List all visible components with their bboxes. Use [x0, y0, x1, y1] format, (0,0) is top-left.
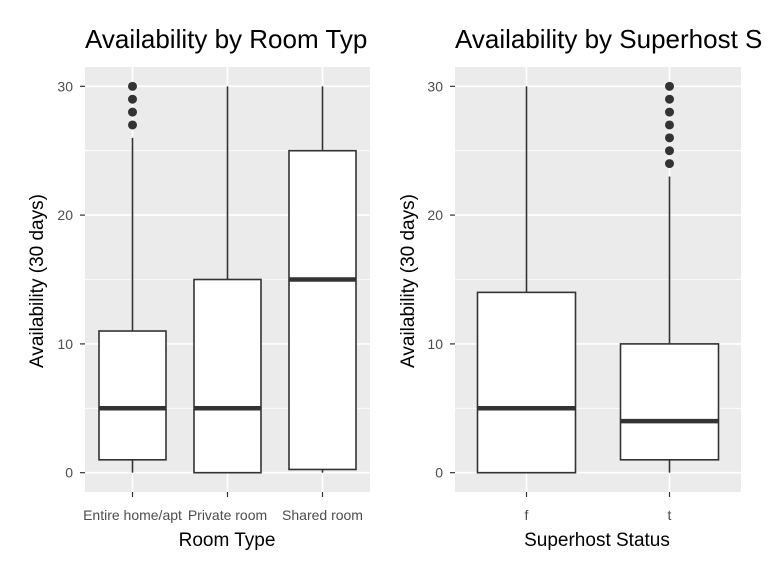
y-tick-label: 10	[57, 336, 73, 352]
outlier-point	[128, 94, 137, 104]
interquartile-box	[476, 291, 577, 474]
outlier-point	[665, 133, 674, 143]
box-entire-home-apt	[98, 81, 167, 473]
outlier-point	[665, 120, 674, 130]
outlier-point	[128, 107, 137, 117]
room-type-y-axis: 0 10 20 30	[57, 78, 85, 481]
x-tick-label: t	[668, 507, 672, 523]
x-tick-label: Entire home/apt	[83, 507, 182, 523]
box-shared-room	[288, 86, 357, 473]
x-tick-label: f	[525, 507, 529, 523]
room-type-boxes	[98, 81, 357, 474]
box-f	[476, 86, 577, 474]
box-t	[619, 81, 720, 473]
outlier-point	[665, 146, 674, 156]
x-tick-label: Shared room	[282, 507, 363, 523]
y-tick-label: 20	[427, 207, 443, 223]
y-tick-label: 10	[427, 336, 443, 352]
y-tick-label: 20	[57, 207, 73, 223]
room-type-x-axis-title: Room Type	[179, 530, 276, 551]
box-private-room	[193, 86, 262, 474]
outlier-point	[128, 81, 137, 91]
y-tick-label: 30	[57, 78, 73, 94]
superhost-y-axis: 0 10 20 30	[427, 78, 455, 481]
outlier-point	[665, 107, 674, 117]
y-tick-label: 0	[435, 465, 443, 481]
superhost-chart-title: Availability by Superhost S	[455, 24, 762, 54]
room-type-panel: Availability by Room Typ 0 10 20 30 Entire …	[27, 24, 370, 551]
room-type-chart-title: Availability by Room Typ	[85, 24, 367, 54]
outlier-point	[665, 159, 674, 169]
outlier-point	[665, 94, 674, 104]
interquartile-box	[619, 343, 720, 461]
y-tick-label: 0	[65, 465, 73, 481]
y-tick-label: 30	[427, 78, 443, 94]
superhost-boxes	[476, 81, 720, 474]
interquartile-box	[288, 149, 357, 471]
x-tick-label: Private room	[188, 507, 267, 523]
interquartile-box	[193, 278, 262, 474]
superhost-x-axis-title: Superhost Status	[524, 530, 670, 551]
room-type-y-axis-title: Availability (30 days)	[27, 194, 48, 368]
superhost-y-axis-title: Availability (30 days)	[398, 194, 419, 368]
room-type-x-axis: Entire home/apt Private room Shared room	[83, 492, 363, 523]
outlier-point	[128, 120, 137, 130]
interquartile-box	[98, 330, 167, 461]
outlier-point	[665, 81, 674, 91]
